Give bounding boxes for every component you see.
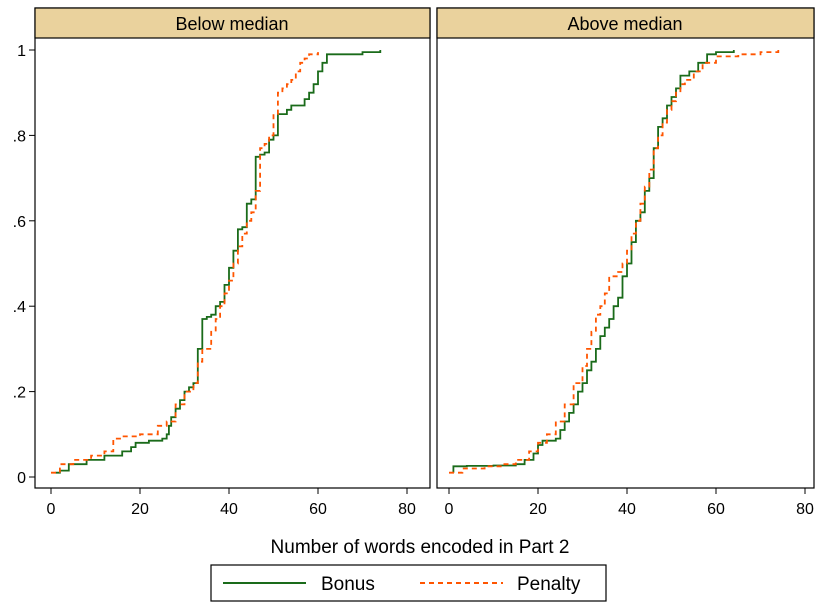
x-tick-label-below-median-60: 60 xyxy=(309,501,327,518)
y-tick-label-1: 1 xyxy=(17,43,26,60)
legend-label-bonus: Bonus xyxy=(321,574,375,595)
panel-above-median-title: Above median xyxy=(567,14,682,34)
series-penalty-below-median xyxy=(51,52,319,474)
legend: Bonus Penalty xyxy=(210,564,607,602)
x-tick-label-above-median-60: 60 xyxy=(707,501,725,518)
x-tick-label-below-median-80: 80 xyxy=(398,501,416,518)
panel-above-median-header xyxy=(436,7,815,39)
series-penalty-above-median xyxy=(449,50,780,474)
x-tick-label-below-median-0: 0 xyxy=(47,501,56,518)
series-bonus-below-median xyxy=(55,50,382,474)
x-tick-label-above-median-80: 80 xyxy=(796,501,814,518)
panel-below-median-title: Below median xyxy=(175,14,288,34)
x-tick-label-below-median-40: 40 xyxy=(220,501,238,518)
panel-above-median-frame xyxy=(436,7,815,489)
y-tick-label-.8: .8 xyxy=(13,128,26,145)
y-tick-label-.6: .6 xyxy=(13,214,26,231)
y-tick-label-0: 0 xyxy=(17,470,26,487)
x-axis-title: Number of words encoded in Part 2 xyxy=(271,537,570,558)
y-tick-label-.2: .2 xyxy=(13,385,26,402)
series-bonus-above-median xyxy=(452,50,735,473)
x-tick-label-above-median-40: 40 xyxy=(618,501,636,518)
x-tick-label-above-median-0: 0 xyxy=(445,501,454,518)
panel-below-median-header xyxy=(34,7,431,39)
y-tick-label-.4: .4 xyxy=(13,299,26,316)
x-tick-label-above-median-20: 20 xyxy=(529,501,547,518)
chart-marks: 0 .2 .4 .6 .8 1 0 20 40 60 80 0 20 40 60 80 xyxy=(13,43,814,518)
panel-below-median-frame xyxy=(34,7,431,489)
x-tick-label-below-median-20: 20 xyxy=(131,501,149,518)
legend-label-penalty: Penalty xyxy=(517,574,581,595)
